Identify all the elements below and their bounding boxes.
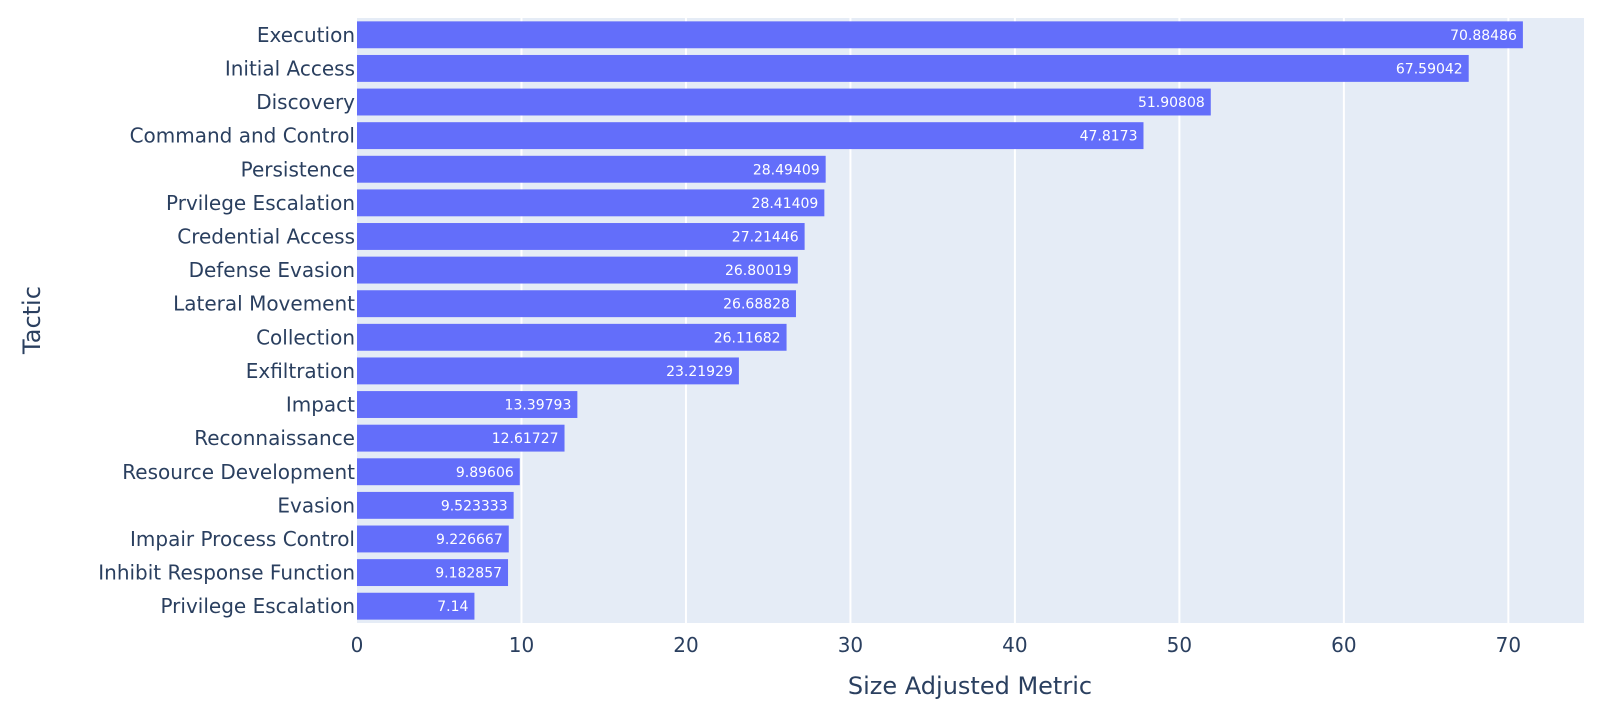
bar-value-label: 47.8173 xyxy=(1080,129,1138,145)
bar-value-label: 28.49409 xyxy=(753,162,820,178)
bar-value-label: 9.226667 xyxy=(436,532,503,548)
bar-value-label: 9.89606 xyxy=(456,465,514,481)
bar-value-label: 23.21929 xyxy=(666,364,733,380)
y-tick-label: Prvilege Escalation xyxy=(166,191,355,215)
bar-value-label: 26.68828 xyxy=(723,297,790,313)
bar-value-label: 26.80019 xyxy=(725,263,792,279)
bar-value-label: 28.41409 xyxy=(752,196,819,212)
y-tick-label: Persistence xyxy=(241,157,355,181)
y-tick-label: Lateral Movement xyxy=(173,292,355,316)
bar xyxy=(357,155,826,183)
y-tick-label: Impact xyxy=(286,393,355,417)
bar xyxy=(357,54,1469,82)
bar xyxy=(357,525,509,553)
x-tick-label: 0 xyxy=(351,633,364,657)
y-tick-label: Impair Process Control xyxy=(130,527,355,551)
y-tick-label: Command and Control xyxy=(130,124,355,148)
bar-value-label: 67.59042 xyxy=(1396,61,1463,77)
y-tick-label: Evasion xyxy=(277,493,355,517)
bar xyxy=(357,559,509,587)
x-tick-label: 30 xyxy=(838,633,863,657)
bar xyxy=(357,21,1523,49)
plot-background xyxy=(357,18,1584,623)
bar xyxy=(357,122,1144,150)
bar-value-label: 9.523333 xyxy=(441,498,508,514)
bars xyxy=(357,21,1523,620)
y-tick-label: Inhibit Response Function xyxy=(98,561,355,585)
bar xyxy=(357,189,825,217)
x-tick-label: 10 xyxy=(509,633,534,657)
bar xyxy=(357,290,796,318)
y-tick-label: Exfiltration xyxy=(246,359,355,383)
bar xyxy=(357,458,520,486)
x-tick-label: 40 xyxy=(1002,633,1027,657)
bar xyxy=(357,357,739,385)
y-tick-label: Initial Access xyxy=(225,56,355,80)
x-axis-title: Size Adjusted Metric xyxy=(848,672,1092,700)
bar xyxy=(357,323,787,351)
y-tick-label: Execution xyxy=(257,23,355,47)
bar xyxy=(357,391,578,418)
bar-value-label: 12.61727 xyxy=(492,431,559,447)
bar-value-label: 26.11682 xyxy=(714,330,781,346)
bar-value-label: 7.14 xyxy=(437,599,468,615)
bar xyxy=(357,491,514,519)
bar-value-label: 51.90808 xyxy=(1138,95,1205,111)
data-labels: 70.88486 67.59042 51.90808 47.8173 28.49409 2… xyxy=(435,28,1517,615)
y-axis-title: Tactic xyxy=(18,286,46,355)
bar-value-label: 13.39793 xyxy=(505,398,572,414)
x-tick-label: 50 xyxy=(1167,633,1192,657)
x-tick-labels: 0 10 20 30 40 50 60 70 xyxy=(351,633,1521,657)
bar xyxy=(357,223,805,250)
bar xyxy=(357,424,565,452)
bar xyxy=(357,88,1211,116)
grid-lines xyxy=(520,18,1510,623)
bar xyxy=(357,256,798,284)
bar-value-label: 70.88486 xyxy=(1450,28,1517,44)
y-tick-label: Privilege Escalation xyxy=(160,594,355,618)
y-tick-labels: Execution Initial Access Discovery Command … xyxy=(98,23,355,618)
x-tick-label: 60 xyxy=(1331,633,1356,657)
x-tick-label: 70 xyxy=(1496,633,1521,657)
y-tick-label: Collection xyxy=(256,325,355,349)
y-tick-label: Credential Access xyxy=(177,224,355,248)
y-tick-label: Discovery xyxy=(256,90,355,114)
x-tick-label: 20 xyxy=(673,633,698,657)
bar-value-label: 9.182857 xyxy=(435,566,502,582)
y-tick-label: Reconnaissance xyxy=(194,426,355,450)
y-tick-label: Defense Evasion xyxy=(189,258,355,282)
bar xyxy=(357,592,475,620)
y-tick-label: Resource Development xyxy=(122,460,355,484)
bar-value-label: 27.21446 xyxy=(732,229,799,245)
